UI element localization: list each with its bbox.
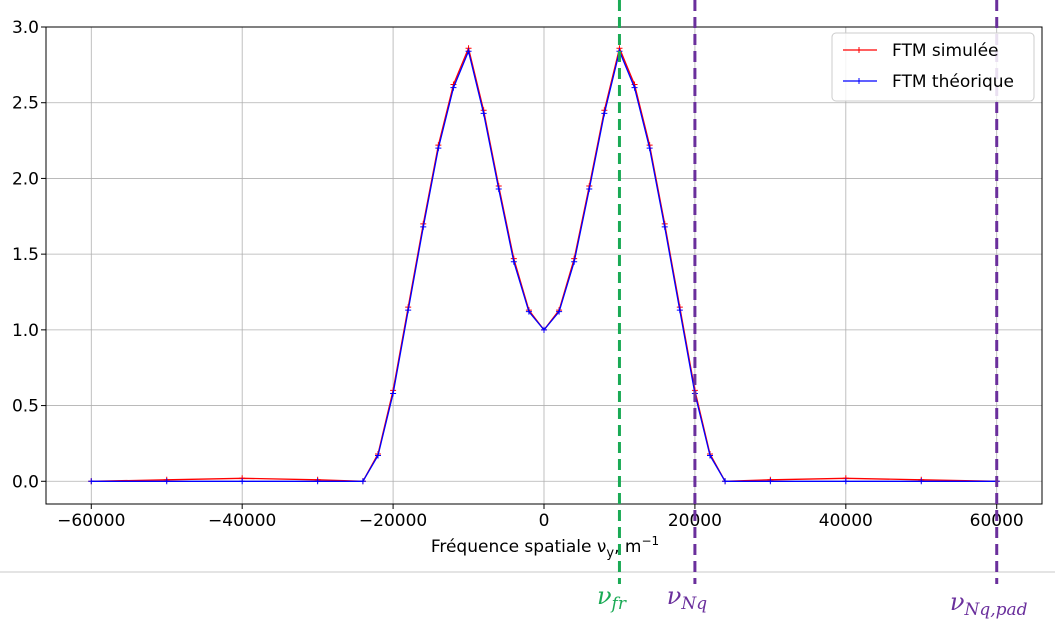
reference-line-label: νNq,pad xyxy=(950,588,1028,620)
reference-line-label: νfr xyxy=(597,582,627,614)
data-point xyxy=(646,145,653,152)
y-tick-label: 1.5 xyxy=(12,245,39,265)
data-point xyxy=(541,326,547,333)
data-point xyxy=(510,258,517,265)
y-tick-label: 1.0 xyxy=(12,321,39,341)
data-point xyxy=(450,84,457,91)
data-point xyxy=(435,145,442,152)
data-point xyxy=(525,308,532,315)
data-point xyxy=(707,452,713,459)
legend-entry-theoretical: FTM théorique xyxy=(843,72,1014,92)
data-point xyxy=(842,478,849,485)
data-point xyxy=(571,258,578,265)
y-tick-label: 2.5 xyxy=(12,94,39,114)
data-point xyxy=(586,186,593,193)
data-point xyxy=(375,452,381,459)
legend-entry-simulated: FTM simulée xyxy=(843,41,999,61)
x-tick-label: 0 xyxy=(539,511,550,531)
y-tick-label: 2.0 xyxy=(12,169,39,189)
data-point xyxy=(465,48,472,55)
legend: FTM simulée FTM théorique xyxy=(831,32,1035,102)
data-point xyxy=(405,307,412,314)
data-point xyxy=(163,478,170,485)
y-tick-label: 0.0 xyxy=(12,472,39,492)
y-axis: 0.0 0.5 1.0 1.5 2.0 2.5 3.0 xyxy=(12,18,46,492)
x-tick-label: −60000 xyxy=(57,511,125,531)
reference-line-label: νNq xyxy=(667,582,707,614)
data-point xyxy=(631,84,638,91)
data-point xyxy=(480,110,487,117)
data-point xyxy=(390,390,397,397)
data-point xyxy=(359,478,366,485)
data-point xyxy=(495,186,502,193)
data-point xyxy=(88,478,95,485)
legend-marker-theoretical xyxy=(856,78,862,84)
data-point xyxy=(722,478,729,485)
data-point xyxy=(556,308,563,315)
y-tick-label: 0.5 xyxy=(12,397,39,417)
data-point xyxy=(767,478,774,485)
data-point xyxy=(420,223,427,230)
x-tick-label: −40000 xyxy=(208,511,276,531)
x-tick-label: 40000 xyxy=(819,511,873,531)
legend-marker-simulated xyxy=(856,47,862,53)
legend-label-theoretical: FTM théorique xyxy=(892,72,1014,92)
legend-label-simulated: FTM simulée xyxy=(892,41,999,61)
x-tick-label: −20000 xyxy=(359,511,427,531)
x-axis: −60000−40000−200000200004000060000 xyxy=(57,504,1024,531)
data-point xyxy=(676,307,683,314)
legend-box xyxy=(831,32,1035,102)
data-point xyxy=(918,478,925,485)
y-tick-label: 3.0 xyxy=(12,18,39,38)
reference-lines: νfr νNq νNq,pad xyxy=(597,0,1028,620)
data-point xyxy=(239,478,246,485)
series-group xyxy=(88,45,1000,485)
x-axis-label: Fréquence spatiale νy, m−1 xyxy=(431,534,659,561)
data-point xyxy=(601,110,608,117)
data-point xyxy=(314,478,321,485)
data-point xyxy=(661,223,668,230)
